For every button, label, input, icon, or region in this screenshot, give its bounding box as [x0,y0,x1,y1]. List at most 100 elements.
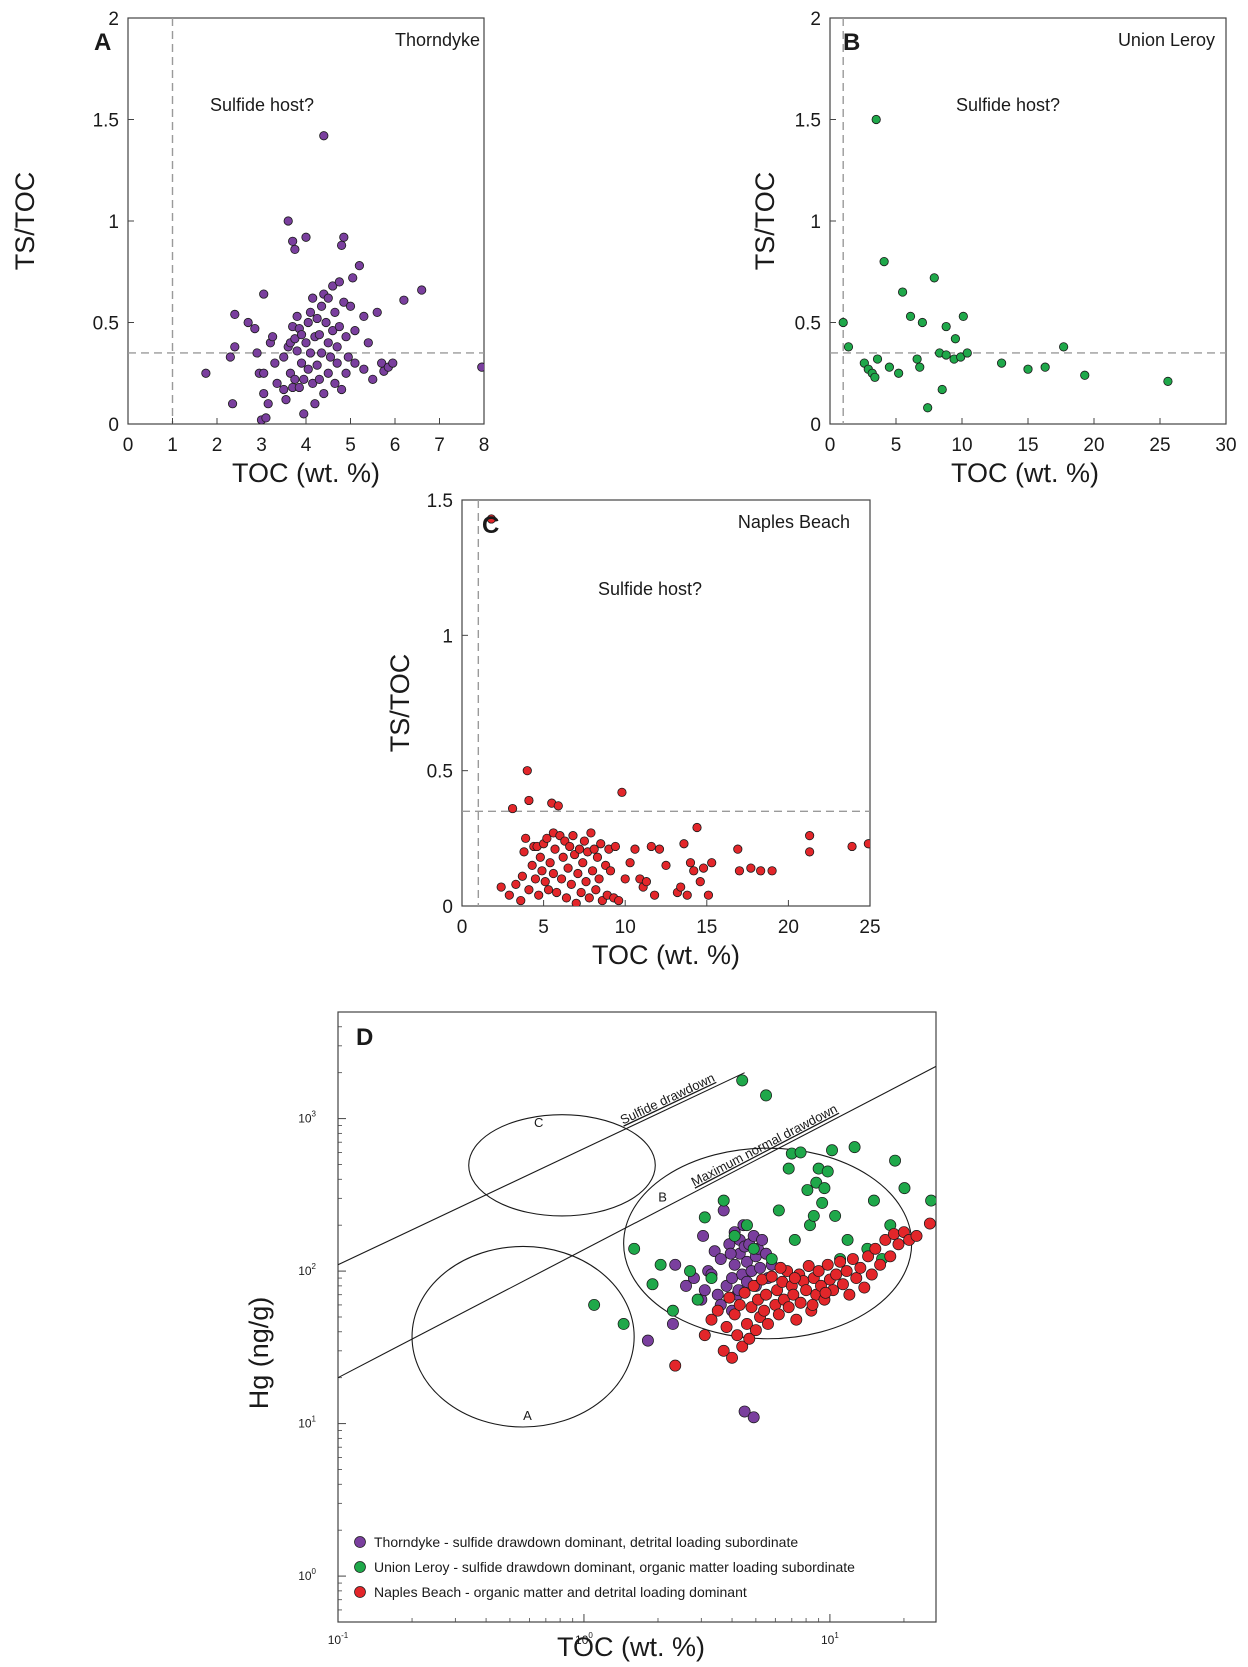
legend-label-thorndyke: Thorndyke - sulfide drawdown dominant, d… [374,1534,798,1550]
panel-c-data-point [504,890,514,900]
panel-b-data-point [950,334,961,344]
panel-d-x-tick-label: 101 [821,1631,839,1647]
panel-a-data-point [230,342,240,352]
panel-a-y-tick-label: 1.5 [93,111,119,132]
panel-d-data-point [708,1245,721,1258]
panel-d-data-point [807,1209,820,1222]
panel-a-data-point [350,358,360,368]
panel-c-ticks: 0 5 10 15 20 25 0 0.5 1 1.5 [427,491,881,938]
panel-d-data-point [782,1301,795,1314]
panel-d-data-point [641,1334,654,1347]
panel-d-data-point [723,1291,736,1304]
panel-c-annotation: Sulfide host? [598,579,702,599]
panel-c-data-point [625,858,635,868]
panel-c-data-point [610,841,621,852]
panel-c-data-point [565,841,575,852]
panel-c-data-point [571,898,581,906]
panel-a-data-point [330,378,340,388]
panel-d-data-point [801,1184,814,1196]
panel-d-data-point [862,1250,875,1263]
panel-d-data-point [794,1296,807,1309]
panel-d-data-point [772,1308,785,1321]
panel-d-data-point [892,1238,905,1251]
panel-a-data-point [259,368,269,378]
panel-d-data-point [747,1279,760,1292]
panel-b-data-point [870,372,880,382]
panel-a-data-point [359,311,369,322]
panel-a-x-tick-label: 1 [167,435,178,456]
panel-d-y-tick-base: 10 [298,1569,312,1583]
panel-a-data-point [323,368,333,378]
panel-a-data-point [312,360,322,370]
panel-a-data-point [272,378,282,388]
panel-d-data-point [705,1272,718,1285]
panel-a-points [201,131,484,424]
panel-c-data-point [548,868,558,879]
panel-d-data-point [733,1298,746,1311]
panel-c-data-point [698,863,709,873]
panel-a-x-tick-label: 0 [123,435,134,456]
panel-d-points [588,1074,936,1424]
panel-a-data-point [303,364,313,374]
panel-d-data-point [669,1258,682,1271]
panel-b-y-tick-label: 1 [810,212,821,233]
panel-c-data-point [552,887,562,898]
panel-b-data-point [905,311,916,322]
panel-c-data-point [589,844,599,854]
panel-a-data-point [339,297,349,307]
panel-b-x-tick-label: 25 [1149,435,1170,456]
panel-a-data-point [334,321,344,332]
panel-d-y-tick-exponent: 0 [312,1567,317,1576]
panel-a-chart: 0 1 2 3 4 5 6 7 8 0 0.5 1 1.5 2 A Thorndyke Sulfide h… [10,9,489,488]
panel-a-data-point [399,295,409,305]
panel-d-y-tick-exponent: 2 [312,1262,317,1271]
sulfide-drawdown-label: Sulfide drawdown [618,1070,717,1127]
panel-d-data-point [728,1308,741,1321]
panel-d-data-point [738,1405,751,1418]
panel-a-data-point [339,232,349,242]
panel-d-data-point [741,1318,753,1330]
panel-c-data-point [614,895,624,906]
panel-b-site-label: Union Leroy [1118,30,1215,50]
panel-b-data-point [929,273,939,283]
panel-a-data-point [279,352,289,362]
panel-b-y-tick-label: 1.5 [795,111,821,132]
panel-d-letter: D [356,1024,373,1051]
panel-b-y-axis-title: TS/TOC [750,172,780,271]
panel-d-x-axis-title: TOC (wt. %) [557,1632,705,1662]
panel-a-annotation: Sulfide host? [210,95,314,115]
panel-d-data-point [826,1144,838,1157]
panel-d-data-point [810,1176,823,1189]
panel-b-x-axis-title: TOC (wt. %) [951,458,1099,488]
panel-d-x-tick-exponent: 0 [588,1631,593,1640]
panel-c-data-point [576,887,586,898]
panel-a-data-point [314,330,324,340]
panel-c-data-point [517,871,527,881]
panel-d-y-tick-base: 10 [298,1112,312,1126]
panel-c-data-point [734,866,745,876]
panel-d-data-point [588,1298,601,1311]
panel-d-data-point [749,1324,762,1337]
panel-a-y-tick-label: 2 [108,9,119,30]
panel-d-data-point [747,1411,760,1424]
panel-d-data-point [846,1253,859,1265]
panel-a-data-point [336,384,347,395]
panel-a-data-point [316,301,327,311]
panel-b-data-point [941,321,951,332]
panel-d-data-point [812,1265,825,1278]
panel-d-data-point [840,1265,853,1278]
panel-a-data-point [350,326,360,336]
panel-a-data-point [259,388,269,399]
panel-b-ticks: 0 5 10 15 20 25 30 0 0.5 1 1.5 2 [795,9,1237,456]
panel-b-chart: 0 5 10 15 20 25 30 0 0.5 1 1.5 2 B Union Leroy Sulf… [750,9,1237,488]
panel-c-x-tick-label: 0 [457,917,468,938]
panel-b-x-tick-label: 30 [1215,435,1236,456]
panel-c-frame [461,499,871,907]
maximum-normal-drawdown-label: Maximum normal drawdown [689,1101,840,1189]
panel-c-data-point [522,766,532,776]
panel-b-data-point [879,256,889,267]
panel-a-x-tick-label: 3 [256,435,267,456]
panel-d-data-point [874,1258,887,1271]
